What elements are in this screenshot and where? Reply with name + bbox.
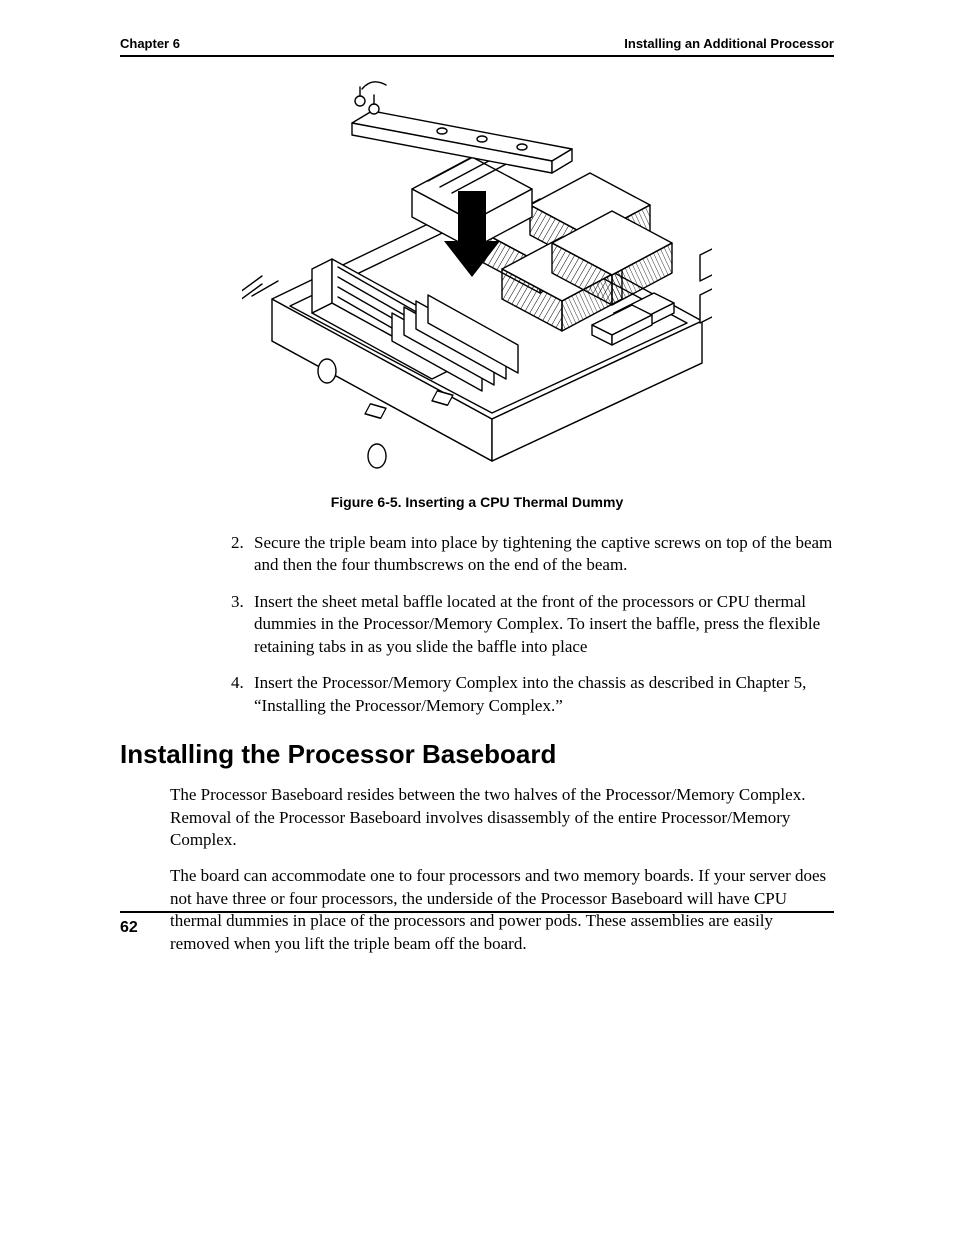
header-left: Chapter 6 xyxy=(120,36,180,51)
figure-caption: Figure 6-5. Inserting a CPU Thermal Dumm… xyxy=(120,494,834,510)
step-item: Secure the triple beam into place by tig… xyxy=(248,532,834,577)
step-list: Secure the triple beam into place by tig… xyxy=(170,532,834,717)
body-content: Secure the triple beam into place by tig… xyxy=(120,532,834,717)
figure-illustration xyxy=(242,81,712,471)
section-heading: Installing the Processor Baseboard xyxy=(120,739,834,770)
section-paragraph: The Processor Baseboard resides between … xyxy=(120,784,834,851)
running-header: Chapter 6 Installing an Additional Proce… xyxy=(120,36,834,57)
page: Chapter 6 Installing an Additional Proce… xyxy=(0,0,954,1235)
step-item: Insert the Processor/Memory Complex into… xyxy=(248,672,834,717)
page-number: 62 xyxy=(120,919,138,937)
step-item: Insert the sheet metal baffle located at… xyxy=(248,591,834,658)
footer-rule xyxy=(120,911,834,913)
figure: Figure 6-5. Inserting a CPU Thermal Dumm… xyxy=(120,81,834,510)
header-right: Installing an Additional Processor xyxy=(624,36,834,51)
